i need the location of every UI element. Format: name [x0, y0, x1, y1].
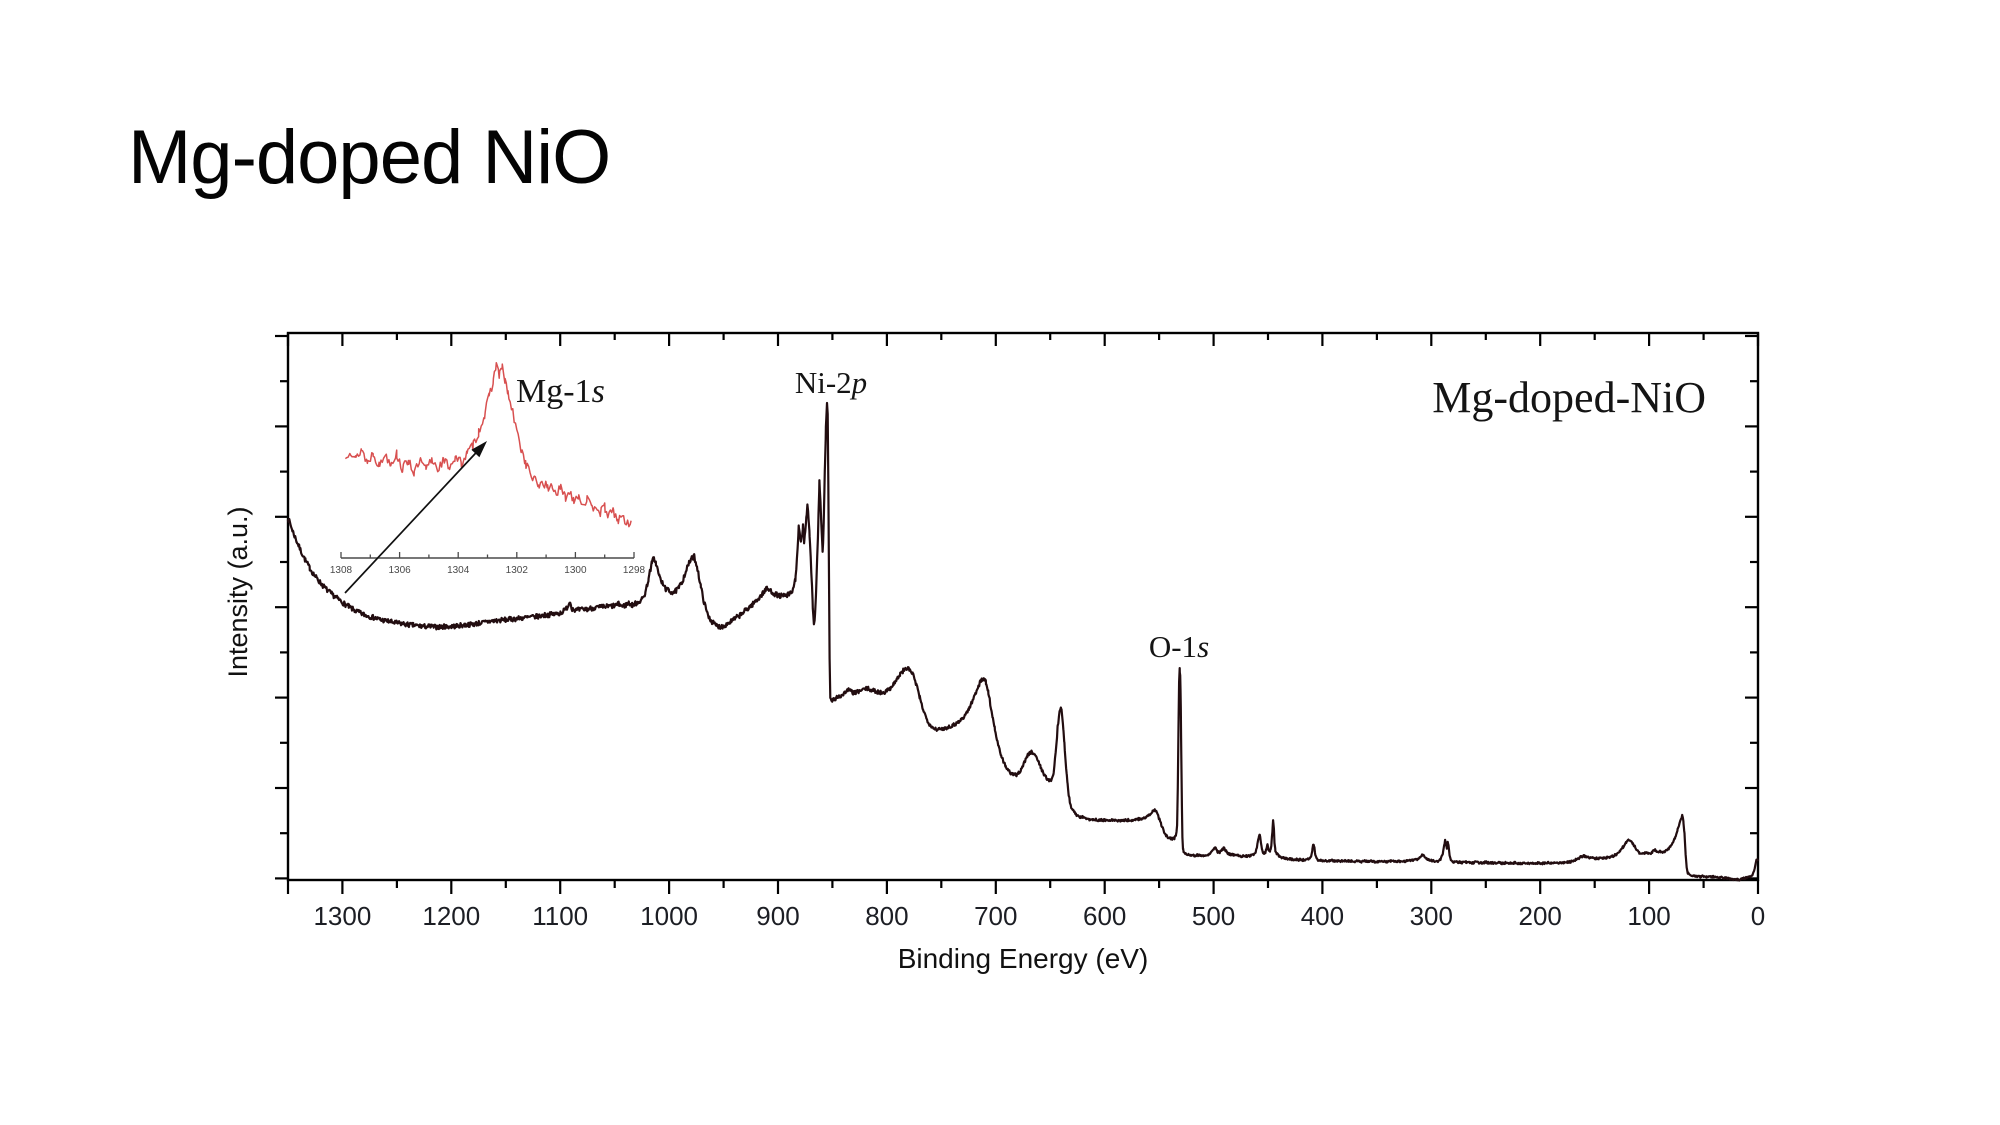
inset-tick-label: 1298 [623, 565, 646, 576]
x-tick-label: 300 [1410, 901, 1453, 931]
axis-ticks: 1300 1200 1100 1000 900 800 700 600 500 400 300 200… [275, 333, 1765, 931]
inset-tick-label: 1306 [388, 565, 411, 576]
survey-spectrum-curve [286, 401, 1760, 882]
x-tick-label: 400 [1301, 901, 1344, 931]
inset-mg1s-curve [344, 362, 632, 528]
x-tick-label: 700 [974, 901, 1017, 931]
inset-tick-label: 1308 [330, 565, 353, 576]
x-tick-label: 600 [1083, 901, 1126, 931]
inset-pointer-arrow [344, 441, 487, 594]
sample-name-label: Mg-doped-NiO [1432, 373, 1706, 422]
x-axis-label: Binding Energy (eV) [898, 943, 1149, 974]
x-tick-label: 100 [1627, 901, 1670, 931]
arrow-shaft [344, 444, 484, 594]
mg1s-inset: 1308 1306 1304 1302 1300 1298 [330, 362, 646, 576]
x-tick-label: 900 [756, 901, 799, 931]
y-axis-label: Intensity (a.u.) [223, 506, 253, 677]
x-tick-label: 1200 [422, 901, 480, 931]
inset-tick-label: 1304 [447, 565, 470, 576]
x-tick-label: 500 [1192, 901, 1235, 931]
peak-label-o1s: O-1s [1149, 629, 1209, 664]
inset-tick-label: 1302 [506, 565, 529, 576]
x-tick-label: 1300 [313, 901, 371, 931]
x-tick-label: 200 [1519, 901, 1562, 931]
peak-label-ni2p: Ni-2p [795, 365, 867, 400]
page-title: Mg-doped NiO [128, 115, 611, 200]
x-tick-label: 1000 [640, 901, 698, 931]
x-tick-label: 1100 [532, 901, 588, 931]
spectrum-curves [286, 401, 1760, 882]
arrow-head-icon [471, 441, 487, 458]
peak-label-mg1s: Mg-1s [516, 373, 605, 410]
x-tick-label: 800 [865, 901, 908, 931]
x-tick-label: 0 [1751, 901, 1765, 931]
inset-tick-label: 1300 [564, 565, 587, 576]
